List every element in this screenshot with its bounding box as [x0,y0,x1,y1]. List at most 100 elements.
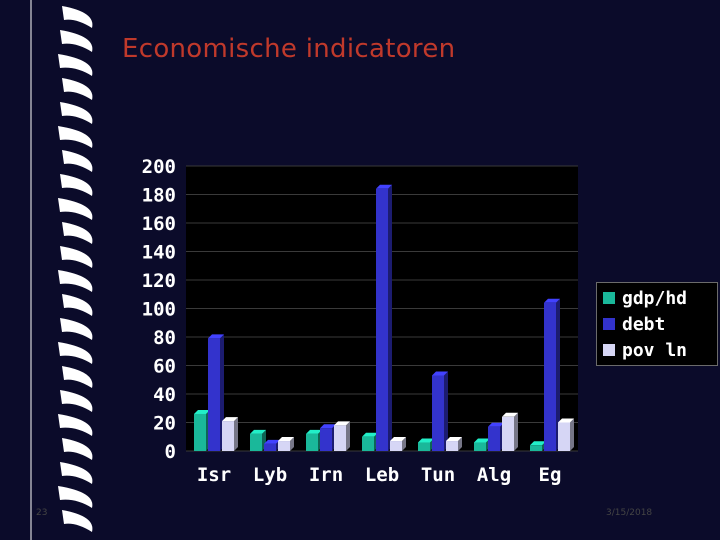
bar-top [544,298,560,303]
bar-side [290,437,294,451]
bar-face [446,441,458,451]
bar-face [502,416,514,451]
bar-top [502,412,518,417]
wave-shape [62,78,93,100]
y-tick-label: 40 [153,384,176,406]
x-tick-label: Isr [197,464,231,486]
bar-povln-eg [558,418,574,451]
bar-debt-leb [376,184,392,452]
bar-gdphd-alg [474,438,490,451]
bar-top [320,424,336,429]
wave-shape [62,222,93,244]
wave-shape [62,294,93,316]
bar-face [488,426,500,451]
bar-face [376,188,388,452]
bar-side [444,371,448,451]
wave-shape [62,438,93,460]
wave-shape [60,174,93,196]
legend-label-gdp: gdp/hd [622,287,688,309]
wave-shape [58,54,93,76]
bars [194,184,574,452]
bar-gdphd-leb [362,432,378,451]
wave-shape [60,462,93,484]
bar-debt-eg [544,298,560,451]
wave-shape [58,270,93,292]
bar-gdphd-isr [194,409,210,451]
slide-date: 3/15/2018 [606,508,653,518]
bar-top [390,437,406,442]
bar-side [234,417,238,451]
y-tick-label: 120 [142,270,176,292]
bar-top [362,432,378,437]
wave-shape [62,510,93,532]
wave-shape [62,6,93,28]
bar-side [514,412,518,451]
bar-face [222,421,234,451]
legend-item-debt: debt [603,313,665,335]
y-tick-label: 160 [142,213,176,235]
decorative-wave-strip [30,0,93,540]
bar-povln-tun [446,437,462,451]
bar-face [194,413,206,451]
wave-shape [60,30,93,52]
bar-debt-irn [320,424,336,451]
bar-top [334,421,350,426]
bar-face [362,436,374,451]
bar-side [570,418,574,451]
bar-povln-leb [390,437,406,451]
bar-top [278,437,294,442]
wave-shape [60,318,93,340]
bar-face [250,433,262,451]
x-tick-label: Eg [539,464,562,486]
y-tick-label: 60 [153,356,176,378]
bar-face [544,302,556,451]
wave-shape [60,102,93,124]
bar-povln-lyb [278,437,294,451]
y-tick-label: 100 [142,299,176,321]
bar-face [208,338,220,451]
wave-shape [58,342,93,364]
legend-item-pov: pov ln [603,339,687,361]
y-tick-label: 80 [153,327,176,349]
bar-debt-alg [488,422,504,451]
bar-face [334,425,346,451]
wave-shape [60,390,93,412]
bar-side [388,184,392,452]
legend-swatch-pov [603,344,615,356]
wave-shape [58,414,93,436]
legend-item-gdp: gdp/hd [603,287,687,309]
bar-face [558,422,570,451]
bar-face [264,443,276,451]
bar-povln-isr [222,417,238,451]
bar-top [474,438,490,443]
x-tick-label: Lyb [253,464,287,486]
wave-shape [60,246,93,268]
bar-face [306,433,318,451]
bar-povln-irn [334,421,350,451]
legend-label-debt: debt [622,313,666,335]
bar-gdphd-tun [418,438,434,451]
bar-top [222,417,238,422]
bar-face [474,442,486,451]
x-tick-label: Irn [309,464,343,486]
bar-face [390,441,402,451]
bar-gdphd-irn [306,429,322,451]
bar-top [432,371,448,376]
bar-top [376,184,392,189]
y-axis-ticks: 0 20 40 60 80 100 120 140 160 180 200 [142,156,176,463]
wave-shape [58,486,93,508]
wave-shape [58,126,93,148]
bar-top [264,439,280,444]
bar-face [320,428,332,451]
bar-gdphd-lyb [250,429,266,451]
slide-number: 23 [36,508,48,518]
legend: gdp/hd debt pov ln [596,282,718,366]
bar-face [432,375,444,451]
bar-debt-lyb [264,439,280,451]
bar-face [418,442,430,451]
slide-title: Economische indicatoren [122,34,456,64]
bar-top [558,418,574,423]
bar-side [346,421,350,451]
bar-face [530,445,542,451]
